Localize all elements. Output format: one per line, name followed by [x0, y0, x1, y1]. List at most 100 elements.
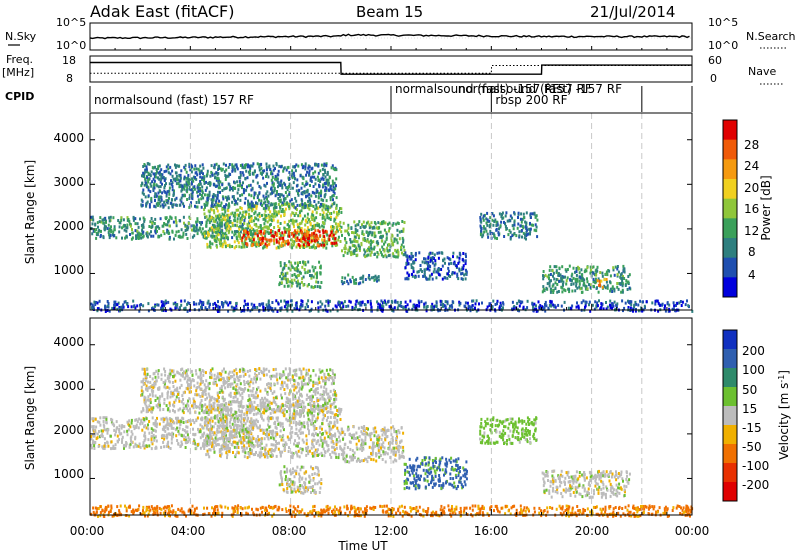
power-cell [374, 274, 377, 278]
power-cell [504, 214, 507, 218]
power-cell [265, 192, 268, 196]
velocity-cell [193, 433, 196, 437]
power-cell [175, 182, 178, 186]
power-cell [328, 181, 330, 185]
power-cell [214, 205, 217, 209]
velocity-cell [238, 431, 241, 435]
power-cell [298, 188, 301, 192]
velocity-cell [321, 453, 324, 457]
power-cell [243, 189, 246, 193]
power-cell [241, 165, 244, 169]
power-cell [187, 222, 190, 225]
power-cell [241, 236, 244, 240]
power-cell [96, 221, 99, 225]
power-cell [188, 182, 191, 186]
velocity-cell [222, 422, 225, 426]
velocity-cell [93, 447, 96, 450]
power-cell [259, 237, 262, 241]
power-cell [605, 301, 607, 304]
velocity-cell [103, 416, 106, 420]
power-cell [298, 211, 301, 215]
power-cell [424, 274, 426, 278]
power-cell [164, 299, 167, 303]
power-cell [288, 182, 291, 186]
power-cell [236, 197, 239, 201]
power-cell [250, 194, 253, 198]
power-cell [170, 201, 173, 205]
power-cell [153, 182, 156, 186]
power-cell [312, 275, 315, 279]
power-cell [393, 255, 396, 259]
power-cell [153, 186, 156, 190]
power-cell [124, 236, 127, 240]
velocity-cell [115, 420, 118, 424]
velocity-panel: Slant Range [km] 4000 3000 2000 1000 200… [23, 317, 791, 518]
power-cell [247, 203, 250, 207]
velocity-cell [320, 438, 323, 442]
power-cell [336, 228, 338, 232]
power-cell [179, 306, 181, 310]
power-cell [296, 261, 299, 265]
power-cell [387, 300, 389, 304]
power-cell [305, 244, 308, 248]
power-cell [178, 174, 181, 178]
power-cell [264, 204, 267, 207]
power-cell [651, 301, 654, 305]
power-cell [167, 206, 170, 210]
power-cell [250, 217, 253, 221]
power-cell [294, 169, 297, 173]
power-cell [486, 220, 489, 223]
power-cell [462, 267, 465, 271]
power-cell [479, 233, 482, 237]
power-cell [290, 264, 293, 268]
power-cell [362, 225, 365, 229]
power-cell [306, 182, 309, 186]
power-cell [251, 204, 254, 208]
power-cell [431, 261, 434, 265]
power-cell [197, 189, 200, 193]
power-cell [182, 233, 185, 237]
power-cell [498, 306, 501, 310]
power-cell [174, 165, 177, 169]
power-cell [277, 169, 280, 173]
power-cell [310, 239, 313, 243]
power-cell [188, 302, 191, 305]
power-cell [518, 230, 521, 234]
power-cell [281, 208, 284, 211]
power-cell [243, 219, 246, 222]
velocity-cell [130, 418, 133, 422]
power-cell [313, 191, 316, 195]
power-cell [293, 225, 295, 229]
velocity-cell [288, 423, 291, 427]
power-cell [285, 302, 288, 306]
power-cell [172, 203, 175, 207]
power-cell [274, 214, 277, 218]
power-cell [319, 300, 322, 304]
power-cell [259, 186, 262, 190]
velocity-cell [197, 427, 199, 431]
power-cell [383, 299, 386, 303]
power-cell [423, 268, 426, 272]
power-cell [480, 227, 483, 230]
power-cell [600, 302, 603, 306]
power-cell [282, 236, 285, 240]
power-cell [305, 302, 308, 306]
power-cell [210, 170, 213, 174]
power-cell [191, 180, 193, 184]
power-cell [491, 218, 494, 222]
power-cell [227, 215, 229, 219]
power-cell [522, 226, 525, 230]
power-cell [354, 227, 357, 231]
power-cell [284, 207, 287, 211]
power-cell [578, 279, 581, 283]
power-cell [418, 301, 421, 305]
velocity-cell [312, 424, 315, 428]
power-cell [310, 274, 313, 278]
power-cell [350, 227, 353, 230]
velocity-cell [252, 453, 255, 457]
nave-line [90, 65, 692, 74]
power-cell [629, 306, 632, 310]
velocity-cell [250, 451, 253, 455]
power-cell [208, 190, 211, 194]
